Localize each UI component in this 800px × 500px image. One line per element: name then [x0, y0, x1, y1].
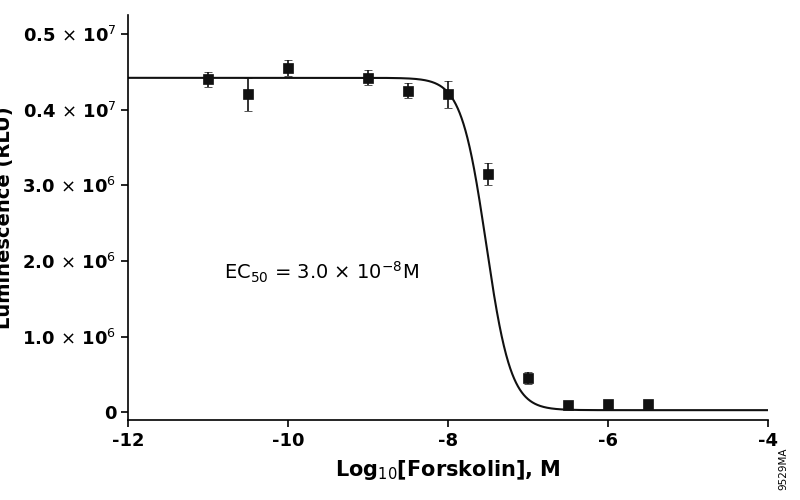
Text: EC$_{50}$ = 3.0 × 10$^{-8}$M: EC$_{50}$ = 3.0 × 10$^{-8}$M	[224, 260, 419, 285]
Y-axis label: Luminescence (RLU): Luminescence (RLU)	[0, 106, 14, 329]
X-axis label: Log$_{10}$[Forskolin], M: Log$_{10}$[Forskolin], M	[335, 458, 561, 482]
Text: 9529MA: 9529MA	[778, 448, 788, 490]
